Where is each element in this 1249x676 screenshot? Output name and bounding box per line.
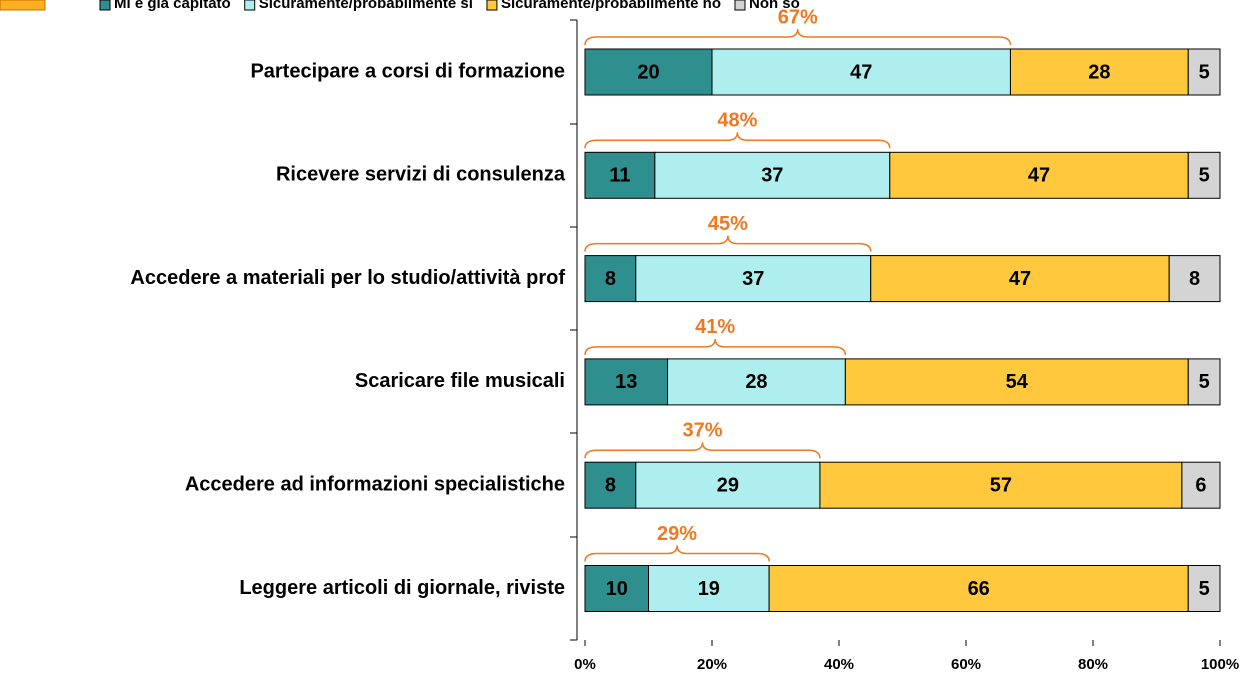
total-label: 67% [778,6,818,28]
total-brace [584,442,821,459]
data-label: 20 [637,61,659,83]
total-brace [584,235,872,252]
legend-label: Mi è già capitato [114,0,231,12]
bar-segment [584,461,637,509]
data-label: 8 [605,268,616,290]
data-label: 5 [1199,371,1210,393]
legend-swatch [244,0,256,11]
bar-segment [1187,565,1221,612]
data-label: 5 [1199,578,1210,600]
legend-label: Non so [749,0,800,12]
bar-segment [889,151,1189,199]
category-label: Ricevere servizi di consulenza [276,164,566,186]
data-label: 6 [1195,474,1206,496]
data-label: 28 [1088,61,1110,83]
data-label: 10 [606,578,628,600]
category-label: Accedere a materiali per lo studio/attiv… [130,267,565,289]
data-label: 28 [745,371,767,393]
data-label: 29 [717,474,739,496]
category-label: Leggere articoli di giornale, riviste [239,577,565,599]
x-tick-label: 0% [574,656,596,673]
legend-label: Sicuramente/probabilmente no [501,0,721,12]
bar-segment [635,461,821,509]
y-axis-ticks [570,19,577,641]
total-brace [584,28,1012,46]
category-label: Scaricare file musicali [355,370,565,392]
bar-segment [654,151,891,199]
data-label: 57 [990,474,1012,496]
total-brace [584,545,770,562]
bar-segment [819,461,1183,509]
data-label: 47 [850,61,872,83]
total-brace [584,132,891,149]
bar-segment [1009,48,1189,96]
data-label: 8 [605,474,616,496]
total-label: 41% [695,316,735,338]
total-label: 37% [682,419,722,441]
bar-segment [667,358,846,406]
data-label: 5 [1199,165,1210,187]
data-label: 19 [698,578,720,600]
bar-segment [635,255,872,303]
bar-segment [584,151,656,199]
bar-segment [870,255,1170,303]
bar-segment [584,358,669,406]
total-label: 45% [708,213,748,235]
data-label: 8 [1189,268,1200,290]
data-label: 37 [761,165,783,187]
legend-swatch [734,0,746,11]
total-label: 29% [657,523,697,545]
bar-segment [1187,151,1221,199]
legend-swatch [486,0,498,11]
data-label: 47 [1009,268,1031,290]
category-label: Partecipare a corsi di formazione [250,60,565,82]
bar-segment [1181,461,1221,509]
bar-segment [1187,48,1221,96]
bar-segment [584,255,637,303]
data-label: 11 [609,165,630,187]
bar-segment [648,565,770,612]
corner-box [0,0,46,11]
data-label: 37 [742,268,764,290]
bar-segment [1168,255,1221,303]
x-tick-label: 60% [951,656,981,673]
data-label: 47 [1028,165,1050,187]
category-label: Accedere ad informazioni specialistiche [185,473,565,495]
x-tick-label: 80% [1078,656,1108,673]
bar-segment [711,48,1011,96]
bar-segment [1187,358,1221,406]
bar-segment [844,358,1189,406]
data-label: 5 [1199,61,1210,83]
legend-label: Sicuramente/probabilmente sì [259,0,473,12]
legend-swatch [99,0,111,11]
data-label: 13 [615,371,637,393]
bar-segment [768,565,1189,612]
data-label: 54 [1006,371,1029,393]
data-label: 66 [968,578,990,600]
total-label: 48% [717,110,757,132]
x-tick-label: 20% [697,656,727,673]
bar-segment [584,48,713,96]
total-brace [584,338,847,355]
x-tick-label: 40% [824,656,854,673]
x-tick-label: 100% [1201,656,1239,673]
